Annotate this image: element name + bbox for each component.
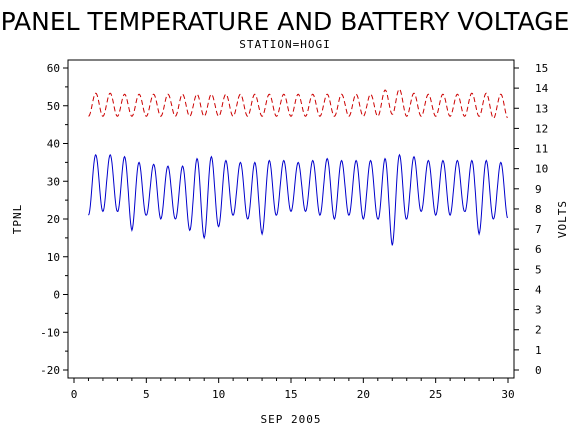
right-tick-label: 15: [535, 62, 548, 75]
right-tick-label: 12: [535, 122, 548, 135]
right-tick-label: 2: [535, 324, 542, 337]
series-layer: [88, 88, 508, 246]
right-tick-label: 13: [535, 102, 548, 115]
left-tick-label: 60: [47, 62, 60, 75]
x-tick-label: 5: [143, 388, 150, 401]
x-tick-label: 15: [284, 388, 297, 401]
y-axis-label-right: VOLTS: [556, 200, 569, 238]
left-tick-label: 50: [47, 100, 60, 113]
right-tick-label: 9: [535, 183, 542, 196]
chart-title: PANEL TEMPERATURE AND BATTERY VOLTAGE: [1, 7, 570, 36]
right-tick-label: 6: [535, 243, 542, 256]
right-tick-label: 11: [535, 143, 548, 156]
x-tick-label: 20: [357, 388, 370, 401]
left-tick-label: -10: [40, 326, 60, 339]
x-tick-label: 10: [212, 388, 225, 401]
right-tick-label: 4: [535, 283, 542, 296]
right-tick-label: 14: [535, 82, 549, 95]
series-line-panel-temperature: [88, 153, 508, 246]
left-tick-label: 30: [47, 175, 60, 188]
left-tick-label: -20: [40, 364, 60, 377]
bottom-axis: 0 5 10 15 20 25 30: [71, 378, 515, 401]
right-tick-label: 7: [535, 223, 542, 236]
right-tick-label: 0: [535, 364, 542, 377]
right-tick-label: 10: [535, 163, 548, 176]
left-tick-label: 40: [47, 138, 60, 151]
left-axis: -20 -10 0 10 20 30 40 50 60: [40, 62, 68, 377]
x-axis-label: SEP 2005: [261, 413, 322, 426]
x-tick-label: 25: [429, 388, 442, 401]
x-tick-label: 30: [501, 388, 514, 401]
right-tick-label: 1: [535, 344, 542, 357]
y-axis-label-left: TPNL: [11, 204, 24, 235]
left-tick-label: 20: [47, 213, 60, 226]
left-tick-label: 10: [47, 251, 60, 264]
right-tick-label: 8: [535, 203, 542, 216]
left-tick-label: 0: [53, 289, 60, 302]
chart-subtitle: STATION=HOGI: [239, 38, 330, 51]
right-tick-label: 3: [535, 304, 542, 317]
x-tick-label: 0: [71, 388, 78, 401]
right-tick-label: 5: [535, 263, 542, 276]
series-line-battery-voltage: [88, 88, 508, 119]
